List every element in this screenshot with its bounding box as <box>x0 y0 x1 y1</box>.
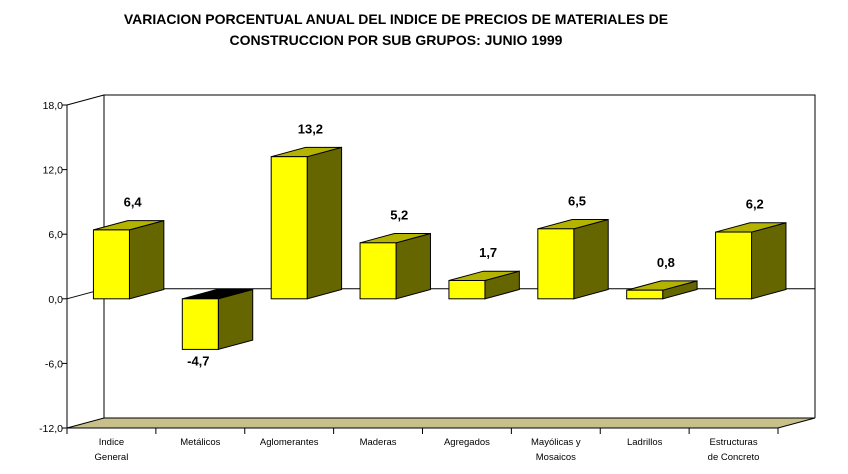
y-tick-label: -12,0 <box>39 423 63 435</box>
data-label: 6,4 <box>124 195 143 210</box>
data-label: 0,8 <box>657 255 675 270</box>
bar-front <box>359 242 397 300</box>
data-label: -4,7 <box>187 353 209 368</box>
category-label: Indice <box>99 437 124 448</box>
y-tick-label: -6,0 <box>45 358 63 370</box>
bar-front <box>537 228 575 300</box>
chart-title-line-1: VARIACION PORCENTUAL ANUAL DEL INDICE DE… <box>123 11 669 27</box>
chart-title-line-2: CONSTRUCCION POR SUB GRUPOS: JUNIO 1999 <box>229 32 563 48</box>
plot-floor <box>66 417 816 429</box>
bar <box>537 218 609 300</box>
y-tick-label: 0,0 <box>48 294 63 306</box>
category-label: General <box>95 452 129 463</box>
bar <box>359 232 431 300</box>
category-label: Aglomerantes <box>260 437 319 448</box>
bar-side <box>306 146 343 300</box>
chart-title: VARIACION PORCENTUAL ANUAL DEL INDICE DE… <box>0 9 792 51</box>
bar-front <box>270 156 308 300</box>
y-tick-label: 12,0 <box>43 165 64 177</box>
bar-front <box>92 229 130 300</box>
data-label: 6,2 <box>746 197 764 212</box>
category-label: Mosaicos <box>536 452 576 463</box>
category-label: Estructuras <box>710 437 758 448</box>
y-tick-label: 18,0 <box>43 100 64 112</box>
bar <box>448 270 520 300</box>
plot-back-wall <box>103 94 816 418</box>
bar-front <box>715 231 753 300</box>
bar-front <box>181 298 219 350</box>
category-label: Ladrillos <box>627 437 663 448</box>
data-label: 5,2 <box>390 208 408 223</box>
y-axis-top-edge <box>66 94 105 106</box>
y-tick-label: 6,0 <box>48 229 63 241</box>
bar <box>626 280 698 300</box>
bar <box>181 288 254 351</box>
category-label: de Concreto <box>708 452 760 463</box>
bar-side <box>217 288 254 351</box>
bar-side <box>395 232 431 300</box>
bar-front <box>448 279 486 300</box>
bar-front <box>626 289 664 300</box>
bar <box>270 146 343 300</box>
bar-side <box>751 222 787 300</box>
data-label: 1,7 <box>479 245 497 260</box>
bar-side <box>128 219 165 300</box>
category-label: Metálicos <box>180 437 220 448</box>
bar <box>92 219 165 300</box>
data-label: 6,5 <box>568 194 586 209</box>
data-label: 13,2 <box>298 121 323 136</box>
bar-side <box>573 218 609 300</box>
category-label: Mayólicas y <box>531 437 581 448</box>
category-label: Agregados <box>444 437 490 448</box>
category-label: Maderas <box>360 437 397 448</box>
bar <box>715 222 787 300</box>
